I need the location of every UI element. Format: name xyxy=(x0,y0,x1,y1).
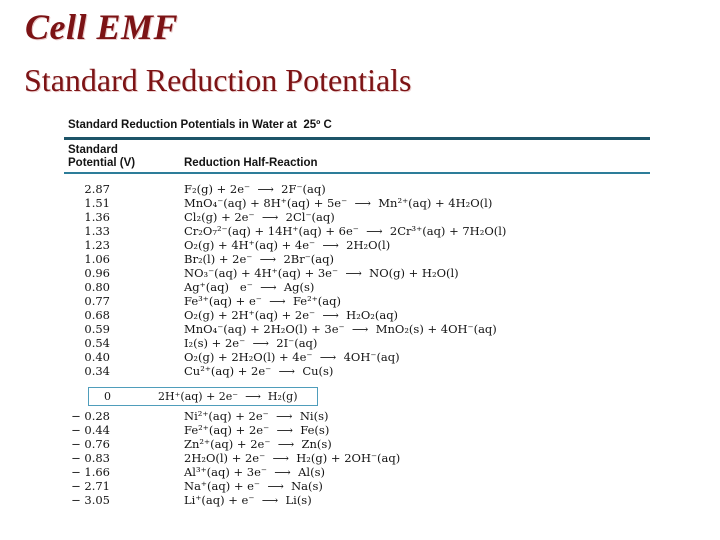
half-reaction: Cu²⁺(aq) + 2e⁻ ⟶ Cu(s) xyxy=(184,364,334,378)
half-reaction: Na⁺(aq) + e⁻ ⟶ Na(s) xyxy=(184,479,323,493)
half-reaction: Ag⁺(aq) e⁻ ⟶ Ag(s) xyxy=(184,280,315,294)
potential-value: − 0.44 xyxy=(71,423,110,437)
column-header-standard-potential-line1: Standard xyxy=(68,144,118,156)
half-reaction: O₂(g) + 2H₂O(l) + 4e⁻ ⟶ 4OH⁻(aq) xyxy=(184,350,400,364)
half-reaction: O₂(g) + 4H⁺(aq) + 4e⁻ ⟶ 2H₂O(l) xyxy=(184,238,391,252)
table-row: 0.80 Ag⁺(aq) e⁻ ⟶ Ag(s) xyxy=(64,280,650,294)
potential-value: 0 xyxy=(104,390,111,403)
potential-value: − 1.66 xyxy=(71,465,110,479)
half-reaction: MnO₄⁻(aq) + 8H⁺(aq) + 5e⁻ ⟶ Mn²⁺(aq) + 4… xyxy=(184,196,493,210)
potential-value: 0.54 xyxy=(84,336,110,350)
table-row: 1.51 MnO₄⁻(aq) + 8H⁺(aq) + 5e⁻ ⟶ Mn²⁺(aq)… xyxy=(64,196,650,210)
potential-value: − 0.28 xyxy=(71,409,110,423)
potential-value: 1.36 xyxy=(84,210,110,224)
half-reaction: Zn²⁺(aq) + 2e⁻ ⟶ Zn(s) xyxy=(184,437,332,451)
potential-value: 0.34 xyxy=(84,364,110,378)
table-row: − 0.44 Fe²⁺(aq) + 2e⁻ ⟶ Fe(s) xyxy=(64,423,650,437)
table-row: − 3.05 Li⁺(aq) + e⁻ ⟶ Li(s) xyxy=(64,493,650,507)
half-reaction: Cl₂(g) + 2e⁻ ⟶ 2Cl⁻(aq) xyxy=(184,210,335,224)
potential-value: 0.77 xyxy=(84,294,110,308)
table-title: Standard Reduction Potentials in Water a… xyxy=(64,118,650,140)
half-reaction: NO₃⁻(aq) + 4H⁺(aq) + 3e⁻ ⟶ NO(g) + H₂O(l… xyxy=(184,266,459,280)
potential-value: 2.87 xyxy=(84,182,110,196)
table-row: 0.54 I₂(s) + 2e⁻ ⟶ 2I⁻(aq) xyxy=(64,336,650,350)
reduction-potentials-table: Standard Reduction Potentials in Water a… xyxy=(64,118,650,507)
slide-subtitle: Standard Reduction Potentials xyxy=(24,62,412,98)
potential-value: 0.59 xyxy=(84,322,110,336)
half-reaction: Fe³⁺(aq) + e⁻ ⟶ Fe²⁺(aq) xyxy=(184,294,341,308)
table-row: 0.59 MnO₄⁻(aq) + 2H₂O(l) + 3e⁻ ⟶ MnO₂(s) … xyxy=(64,322,650,336)
table-row: − 1.66 Al³⁺(aq) + 3e⁻ ⟶ Al(s) xyxy=(64,465,650,479)
slide-title: Cell EMF xyxy=(25,7,179,47)
half-reaction: Br₂(l) + 2e⁻ ⟶ 2Br⁻(aq) xyxy=(184,252,334,266)
table-row: 0.96 NO₃⁻(aq) + 4H⁺(aq) + 3e⁻ ⟶ NO(g) + H… xyxy=(64,266,650,280)
table-row: 0.40 O₂(g) + 2H₂O(l) + 4e⁻ ⟶ 4OH⁻(aq) xyxy=(64,350,650,364)
column-header-half-reaction: Reduction Half-Reaction xyxy=(184,157,318,169)
hydrogen-reference-box: 0 2H⁺(aq) + 2e⁻ ⟶ H₂(g) xyxy=(88,387,318,406)
half-reaction: F₂(g) + 2e⁻ ⟶ 2F⁻(aq) xyxy=(184,182,326,196)
column-header-standard-potential-line2: Potential (V) xyxy=(68,157,136,169)
half-reaction: MnO₄⁻(aq) + 2H₂O(l) + 3e⁻ ⟶ MnO₂(s) + 4O… xyxy=(184,322,497,336)
potential-value: 0.80 xyxy=(84,280,110,294)
potential-value: 1.33 xyxy=(84,224,110,238)
rows-below-hydrogen: − 0.28 Ni²⁺(aq) + 2e⁻ ⟶ Ni(s) − 0.44 Fe²⁺(… xyxy=(64,409,650,507)
column-header-standard-potential: Standard Potential (V) xyxy=(68,144,184,170)
half-reaction: Li⁺(aq) + e⁻ ⟶ Li(s) xyxy=(184,493,312,507)
potential-value: − 0.83 xyxy=(71,451,110,465)
potential-value: 0.96 xyxy=(84,266,110,280)
table-row: 1.33 Cr₂O₇²⁻(aq) + 14H⁺(aq) + 6e⁻ ⟶ 2Cr³⁺… xyxy=(64,224,650,238)
potential-value: − 0.76 xyxy=(71,437,110,451)
potential-value: 1.06 xyxy=(84,252,110,266)
table-row: 0.34 Cu²⁺(aq) + 2e⁻ ⟶ Cu(s) xyxy=(64,364,650,378)
half-reaction: 2H⁺(aq) + 2e⁻ ⟶ H₂(g) xyxy=(158,390,298,403)
potential-value: 1.23 xyxy=(84,238,110,252)
table-row: 2.87 F₂(g) + 2e⁻ ⟶ 2F⁻(aq) xyxy=(64,182,650,196)
half-reaction: 2H₂O(l) + 2e⁻ ⟶ H₂(g) + 2OH⁻(aq) xyxy=(184,451,401,465)
table-row: 1.36 Cl₂(g) + 2e⁻ ⟶ 2Cl⁻(aq) xyxy=(64,210,650,224)
table-row: 1.06 Br₂(l) + 2e⁻ ⟶ 2Br⁻(aq) xyxy=(64,252,650,266)
potential-value: 0.40 xyxy=(84,350,110,364)
half-reaction: Fe²⁺(aq) + 2e⁻ ⟶ Fe(s) xyxy=(184,423,330,437)
potential-value: 1.51 xyxy=(84,196,110,210)
table-row: 0.77 Fe³⁺(aq) + e⁻ ⟶ Fe²⁺(aq) xyxy=(64,294,650,308)
rows-above-hydrogen: 2.87 F₂(g) + 2e⁻ ⟶ 2F⁻(aq) 1.51 MnO₄⁻(aq) … xyxy=(64,174,650,378)
table-row: 1.23 O₂(g) + 4H⁺(aq) + 4e⁻ ⟶ 2H₂O(l) xyxy=(64,238,650,252)
half-reaction: Al³⁺(aq) + 3e⁻ ⟶ Al(s) xyxy=(184,465,325,479)
half-reaction: Ni²⁺(aq) + 2e⁻ ⟶ Ni(s) xyxy=(184,409,329,423)
table-row: − 2.71 Na⁺(aq) + e⁻ ⟶ Na(s) xyxy=(64,479,650,493)
table-header: Standard Potential (V) Reduction Half-Re… xyxy=(64,140,650,174)
half-reaction: O₂(g) + 2H⁺(aq) + 2e⁻ ⟶ H₂O₂(aq) xyxy=(184,308,399,322)
potential-value: − 2.71 xyxy=(71,479,110,493)
table-row: − 0.83 2H₂O(l) + 2e⁻ ⟶ H₂(g) + 2OH⁻(aq) xyxy=(64,451,650,465)
potential-value: 0.68 xyxy=(84,308,110,322)
potential-value: − 3.05 xyxy=(71,493,110,507)
table-row: 0.68 O₂(g) + 2H⁺(aq) + 2e⁻ ⟶ H₂O₂(aq) xyxy=(64,308,650,322)
table-row: − 0.28 Ni²⁺(aq) + 2e⁻ ⟶ Ni(s) xyxy=(64,409,650,423)
half-reaction: I₂(s) + 2e⁻ ⟶ 2I⁻(aq) xyxy=(184,336,318,350)
table-row: − 0.76 Zn²⁺(aq) + 2e⁻ ⟶ Zn(s) xyxy=(64,437,650,451)
half-reaction: Cr₂O₇²⁻(aq) + 14H⁺(aq) + 6e⁻ ⟶ 2Cr³⁺(aq)… xyxy=(184,224,507,238)
